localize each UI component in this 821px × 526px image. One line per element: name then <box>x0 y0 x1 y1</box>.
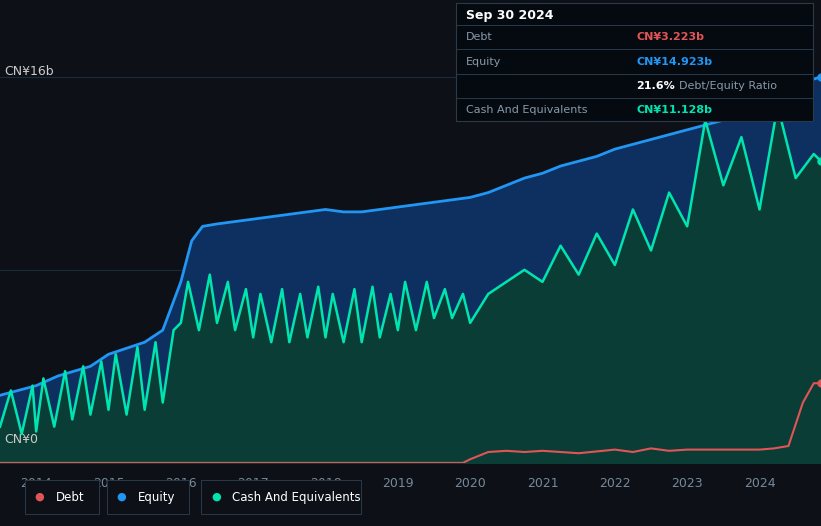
Text: 2015: 2015 <box>93 478 124 490</box>
Text: ●: ● <box>34 492 44 502</box>
Text: 21.6%: 21.6% <box>636 80 675 91</box>
Text: ●: ● <box>211 492 221 502</box>
Text: CN¥14.923b: CN¥14.923b <box>636 56 713 67</box>
Text: 2021: 2021 <box>527 478 558 490</box>
Text: 2016: 2016 <box>165 478 197 490</box>
Text: Sep 30 2024: Sep 30 2024 <box>466 9 553 22</box>
Text: CN¥11.128b: CN¥11.128b <box>636 105 713 115</box>
Text: CN¥16b: CN¥16b <box>4 65 53 78</box>
Text: 2018: 2018 <box>310 478 342 490</box>
Text: 2014: 2014 <box>21 478 52 490</box>
Text: CN¥3.223b: CN¥3.223b <box>636 32 704 43</box>
Text: 2017: 2017 <box>237 478 269 490</box>
Text: ●: ● <box>117 492 126 502</box>
Text: Debt: Debt <box>466 32 493 43</box>
Text: 2023: 2023 <box>672 478 703 490</box>
Text: Cash And Equivalents: Cash And Equivalents <box>232 491 361 503</box>
Text: CN¥0: CN¥0 <box>4 433 38 447</box>
Text: 2022: 2022 <box>599 478 631 490</box>
Text: Cash And Equivalents: Cash And Equivalents <box>466 105 587 115</box>
Text: 2024: 2024 <box>744 478 775 490</box>
Text: Equity: Equity <box>466 56 501 67</box>
Text: 2020: 2020 <box>454 478 486 490</box>
Text: Debt: Debt <box>56 491 85 503</box>
Text: 2019: 2019 <box>382 478 414 490</box>
Text: Debt/Equity Ratio: Debt/Equity Ratio <box>679 80 777 91</box>
Text: Equity: Equity <box>138 491 176 503</box>
